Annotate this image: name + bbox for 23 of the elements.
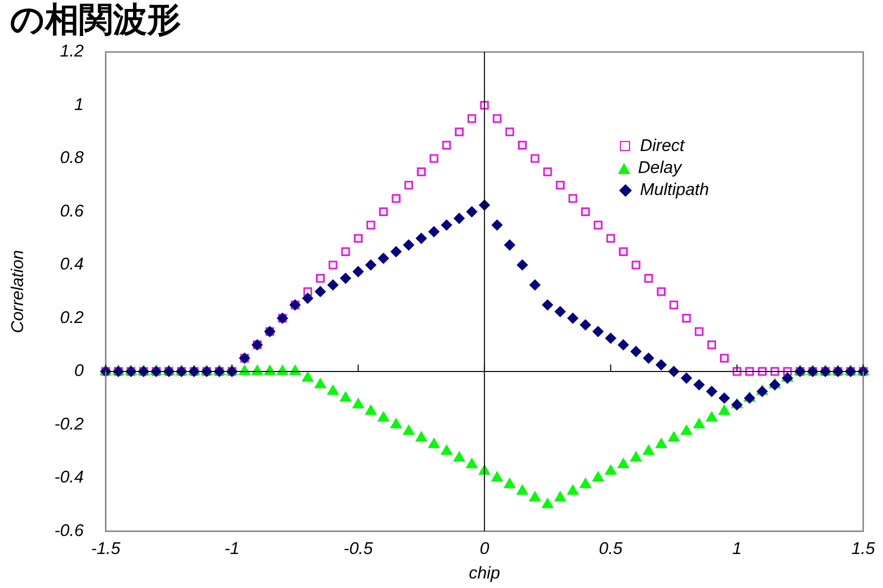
legend-label: Delay [638, 158, 682, 178]
x-tick-label: -1 [224, 539, 240, 558]
legend-label: Direct [640, 136, 684, 156]
x-tick-label: 0 [480, 539, 490, 558]
x-tick-label: 1.5 [851, 539, 876, 558]
y-tick-label: 0 [74, 361, 84, 380]
y-tick-label: -0.6 [54, 520, 84, 540]
y-tick-label: 0.8 [60, 148, 84, 168]
x-tick-label: -1.5 [91, 539, 121, 558]
chart-title: の相関波形 [10, 0, 181, 40]
x-tick-label: -0.5 [344, 539, 374, 558]
y-tick-label: -0.4 [54, 468, 84, 487]
y-tick-label: 0.2 [60, 308, 84, 327]
x-axis-title: chip [468, 564, 500, 583]
legend-label: Multipath [640, 180, 709, 200]
y-tick-label: 0.6 [60, 201, 84, 220]
y-tick-label: -0.2 [54, 414, 84, 434]
x-tick-label: 1 [732, 539, 742, 558]
y-tick-label: 1 [74, 94, 84, 114]
y-axis-title: Correlation [8, 250, 27, 334]
y-tick-label: 1.2 [60, 42, 84, 61]
y-tick-label: 0.4 [60, 254, 84, 274]
x-tick-label: 0.5 [598, 539, 624, 558]
